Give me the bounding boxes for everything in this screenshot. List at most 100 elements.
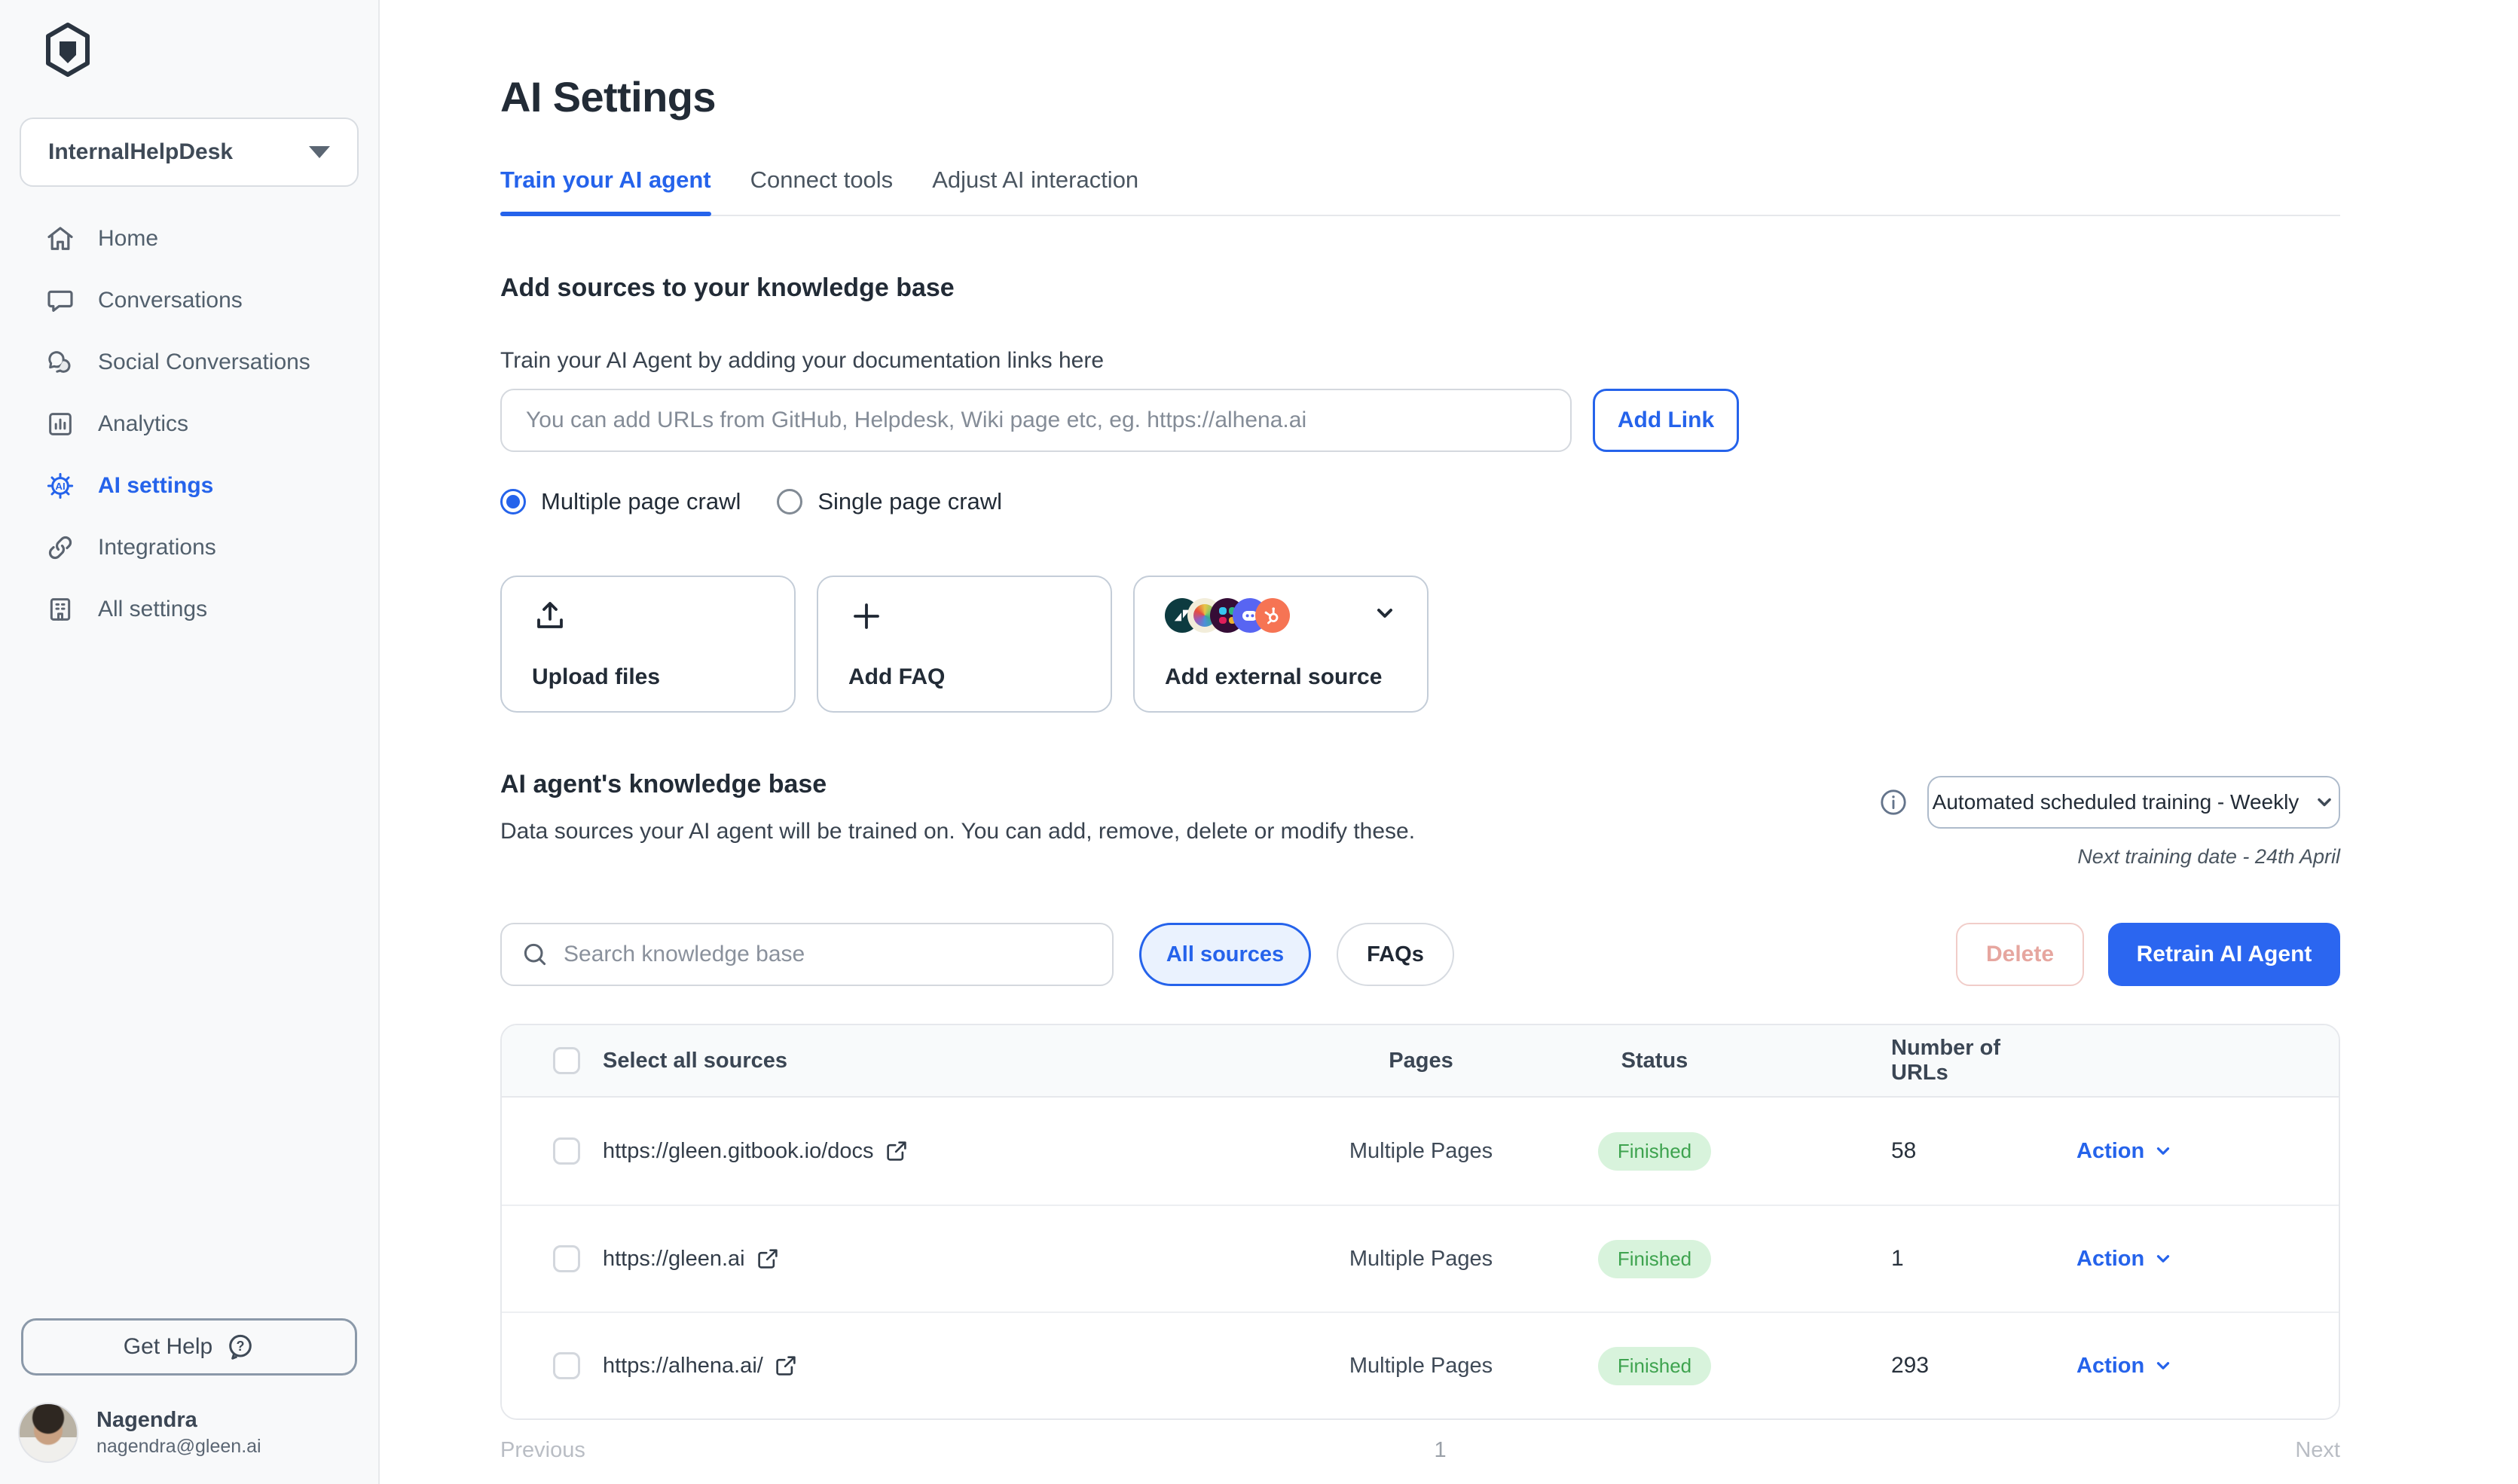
knowledge-base-heading: AI agent's knowledge base bbox=[500, 770, 827, 798]
sidebar-nav: Home Conversations Social Conversations … bbox=[0, 208, 378, 640]
add-sources-subheading: Train your AI Agent by adding your docum… bbox=[500, 348, 1105, 373]
crawl-options: Multiple page crawl Single page crawl bbox=[500, 488, 2340, 515]
source-url: https://gleen.ai bbox=[603, 1246, 745, 1271]
get-help-button[interactable]: Get Help ? bbox=[21, 1318, 357, 1376]
filter-all-sources[interactable]: All sources bbox=[1139, 923, 1311, 986]
chevron-down-icon bbox=[2157, 1147, 2170, 1155]
delete-button[interactable]: Delete bbox=[1956, 923, 2084, 986]
search-box bbox=[500, 923, 1114, 986]
tab-connect-tools[interactable]: Connect tools bbox=[750, 166, 894, 193]
home-icon bbox=[45, 224, 75, 254]
table-row: https://gleen.ai Multiple Pages Finished… bbox=[502, 1205, 2339, 1311]
hexagon-logo-icon bbox=[46, 23, 90, 77]
sidebar: InternalHelpDesk Home Conversations bbox=[0, 0, 380, 1484]
svg-text:?: ? bbox=[237, 1339, 245, 1354]
chevron-down-icon bbox=[1377, 609, 1392, 618]
pages-value: Multiple Pages bbox=[1349, 1138, 1493, 1163]
sidebar-item-integrations[interactable]: Integrations bbox=[0, 517, 378, 579]
action-dropdown[interactable]: Action bbox=[2046, 1138, 2339, 1164]
table-header-row: Select all sources Pages Status Number o… bbox=[502, 1025, 2339, 1098]
user-profile[interactable]: Nagendra nagendra@gleen.ai bbox=[18, 1403, 357, 1463]
url-input[interactable] bbox=[500, 389, 1572, 452]
card-label: Add external source bbox=[1165, 664, 1383, 689]
pagination-previous[interactable]: Previous bbox=[500, 1438, 585, 1462]
info-icon[interactable] bbox=[1879, 788, 1908, 817]
pages-value: Multiple Pages bbox=[1349, 1353, 1493, 1378]
hubspot-icon bbox=[1255, 598, 1290, 633]
sidebar-item-conversations[interactable]: Conversations bbox=[0, 270, 378, 331]
brand-logo bbox=[0, 0, 378, 78]
add-external-source-card[interactable]: Add external source bbox=[1133, 576, 1429, 713]
filter-faqs[interactable]: FAQs bbox=[1337, 923, 1454, 986]
action-label: Action bbox=[2076, 1353, 2145, 1378]
row-checkbox[interactable] bbox=[553, 1352, 580, 1379]
num-urls-value: 1 bbox=[1891, 1246, 1904, 1271]
sidebar-item-ai-settings[interactable]: AI AI settings bbox=[0, 455, 378, 517]
caret-down-icon bbox=[309, 146, 330, 158]
action-dropdown[interactable]: Action bbox=[2046, 1353, 2339, 1379]
radio-label: Multiple page crawl bbox=[541, 488, 741, 515]
pages-value: Multiple Pages bbox=[1349, 1246, 1493, 1271]
sidebar-item-all-settings[interactable]: All settings bbox=[0, 579, 378, 640]
external-link-icon[interactable] bbox=[775, 1355, 796, 1376]
ai-gear-icon: AI bbox=[45, 471, 75, 501]
card-label: Upload files bbox=[532, 664, 661, 689]
radio-single-page-crawl[interactable]: Single page crawl bbox=[777, 488, 1002, 515]
get-help-label: Get Help bbox=[123, 1334, 213, 1359]
external-link-icon[interactable] bbox=[757, 1248, 778, 1269]
user-name: Nagendra bbox=[96, 1408, 197, 1432]
action-label: Action bbox=[2076, 1138, 2145, 1163]
external-source-icons bbox=[1165, 598, 1290, 633]
radio-unselected-icon bbox=[777, 489, 803, 515]
sidebar-item-social-conversations[interactable]: Social Conversations bbox=[0, 331, 378, 393]
action-dropdown[interactable]: Action bbox=[2046, 1247, 2339, 1272]
sidebar-item-label: Home bbox=[98, 226, 159, 251]
radio-multiple-page-crawl[interactable]: Multiple page crawl bbox=[500, 488, 741, 515]
pagination: Previous 1 Next bbox=[500, 1438, 2340, 1463]
row-checkbox[interactable] bbox=[553, 1137, 580, 1165]
sidebar-item-label: Conversations bbox=[98, 288, 243, 313]
tab-adjust-ai-interaction[interactable]: Adjust AI interaction bbox=[932, 166, 1139, 193]
sidebar-item-label: AI settings bbox=[98, 473, 214, 498]
sidebar-item-label: All settings bbox=[98, 597, 208, 621]
select-all-checkbox[interactable] bbox=[553, 1047, 580, 1074]
num-urls-value: 293 bbox=[1891, 1353, 1930, 1378]
pagination-page-number[interactable]: 1 bbox=[1434, 1438, 1447, 1462]
external-link-icon[interactable] bbox=[886, 1140, 907, 1162]
status-badge: Finished bbox=[1597, 1131, 1712, 1171]
social-chat-icon bbox=[45, 347, 75, 377]
user-email: nagendra@gleen.ai bbox=[96, 1436, 261, 1457]
select-all-label: Select all sources bbox=[603, 1048, 788, 1073]
num-urls-value: 58 bbox=[1891, 1138, 1917, 1163]
col-header-pages: Pages bbox=[1389, 1048, 1453, 1073]
pagination-next[interactable]: Next bbox=[2295, 1438, 2340, 1462]
search-input[interactable] bbox=[564, 942, 1092, 967]
help-bubble-icon: ? bbox=[229, 1334, 252, 1360]
page-title: AI Settings bbox=[500, 73, 716, 121]
upload-files-card[interactable]: Upload files bbox=[500, 576, 796, 713]
workspace-selector[interactable]: InternalHelpDesk bbox=[20, 118, 359, 187]
sidebar-item-label: Social Conversations bbox=[98, 350, 310, 374]
sidebar-item-label: Analytics bbox=[98, 411, 189, 436]
source-url: https://gleen.gitbook.io/docs bbox=[603, 1138, 874, 1163]
sidebar-item-analytics[interactable]: Analytics bbox=[0, 393, 378, 455]
radio-selected-icon bbox=[500, 489, 526, 515]
retrain-ai-agent-button[interactable]: Retrain AI Agent bbox=[2108, 923, 2340, 986]
link-icon bbox=[45, 533, 75, 563]
row-checkbox[interactable] bbox=[553, 1245, 580, 1272]
add-faq-card[interactable]: Add FAQ bbox=[817, 576, 1112, 713]
col-header-status: Status bbox=[1621, 1048, 1688, 1073]
training-schedule-value: Automated scheduled training - Weekly bbox=[1932, 790, 2300, 814]
status-badge: Finished bbox=[1597, 1346, 1712, 1385]
tab-train-your-ai-agent[interactable]: Train your AI agent bbox=[500, 166, 711, 216]
status-badge: Finished bbox=[1597, 1239, 1712, 1278]
add-link-button[interactable]: Add Link bbox=[1593, 389, 1739, 452]
chat-icon bbox=[45, 286, 75, 316]
training-schedule-select[interactable]: Automated scheduled training - Weekly bbox=[1927, 776, 2340, 829]
plus-icon bbox=[854, 603, 879, 629]
col-header-number-of-urls: Number of URLs bbox=[1891, 1036, 2000, 1085]
sidebar-item-home[interactable]: Home bbox=[0, 208, 378, 270]
source-url: https://alhena.ai/ bbox=[603, 1353, 763, 1378]
sidebar-item-label: Integrations bbox=[98, 535, 216, 560]
